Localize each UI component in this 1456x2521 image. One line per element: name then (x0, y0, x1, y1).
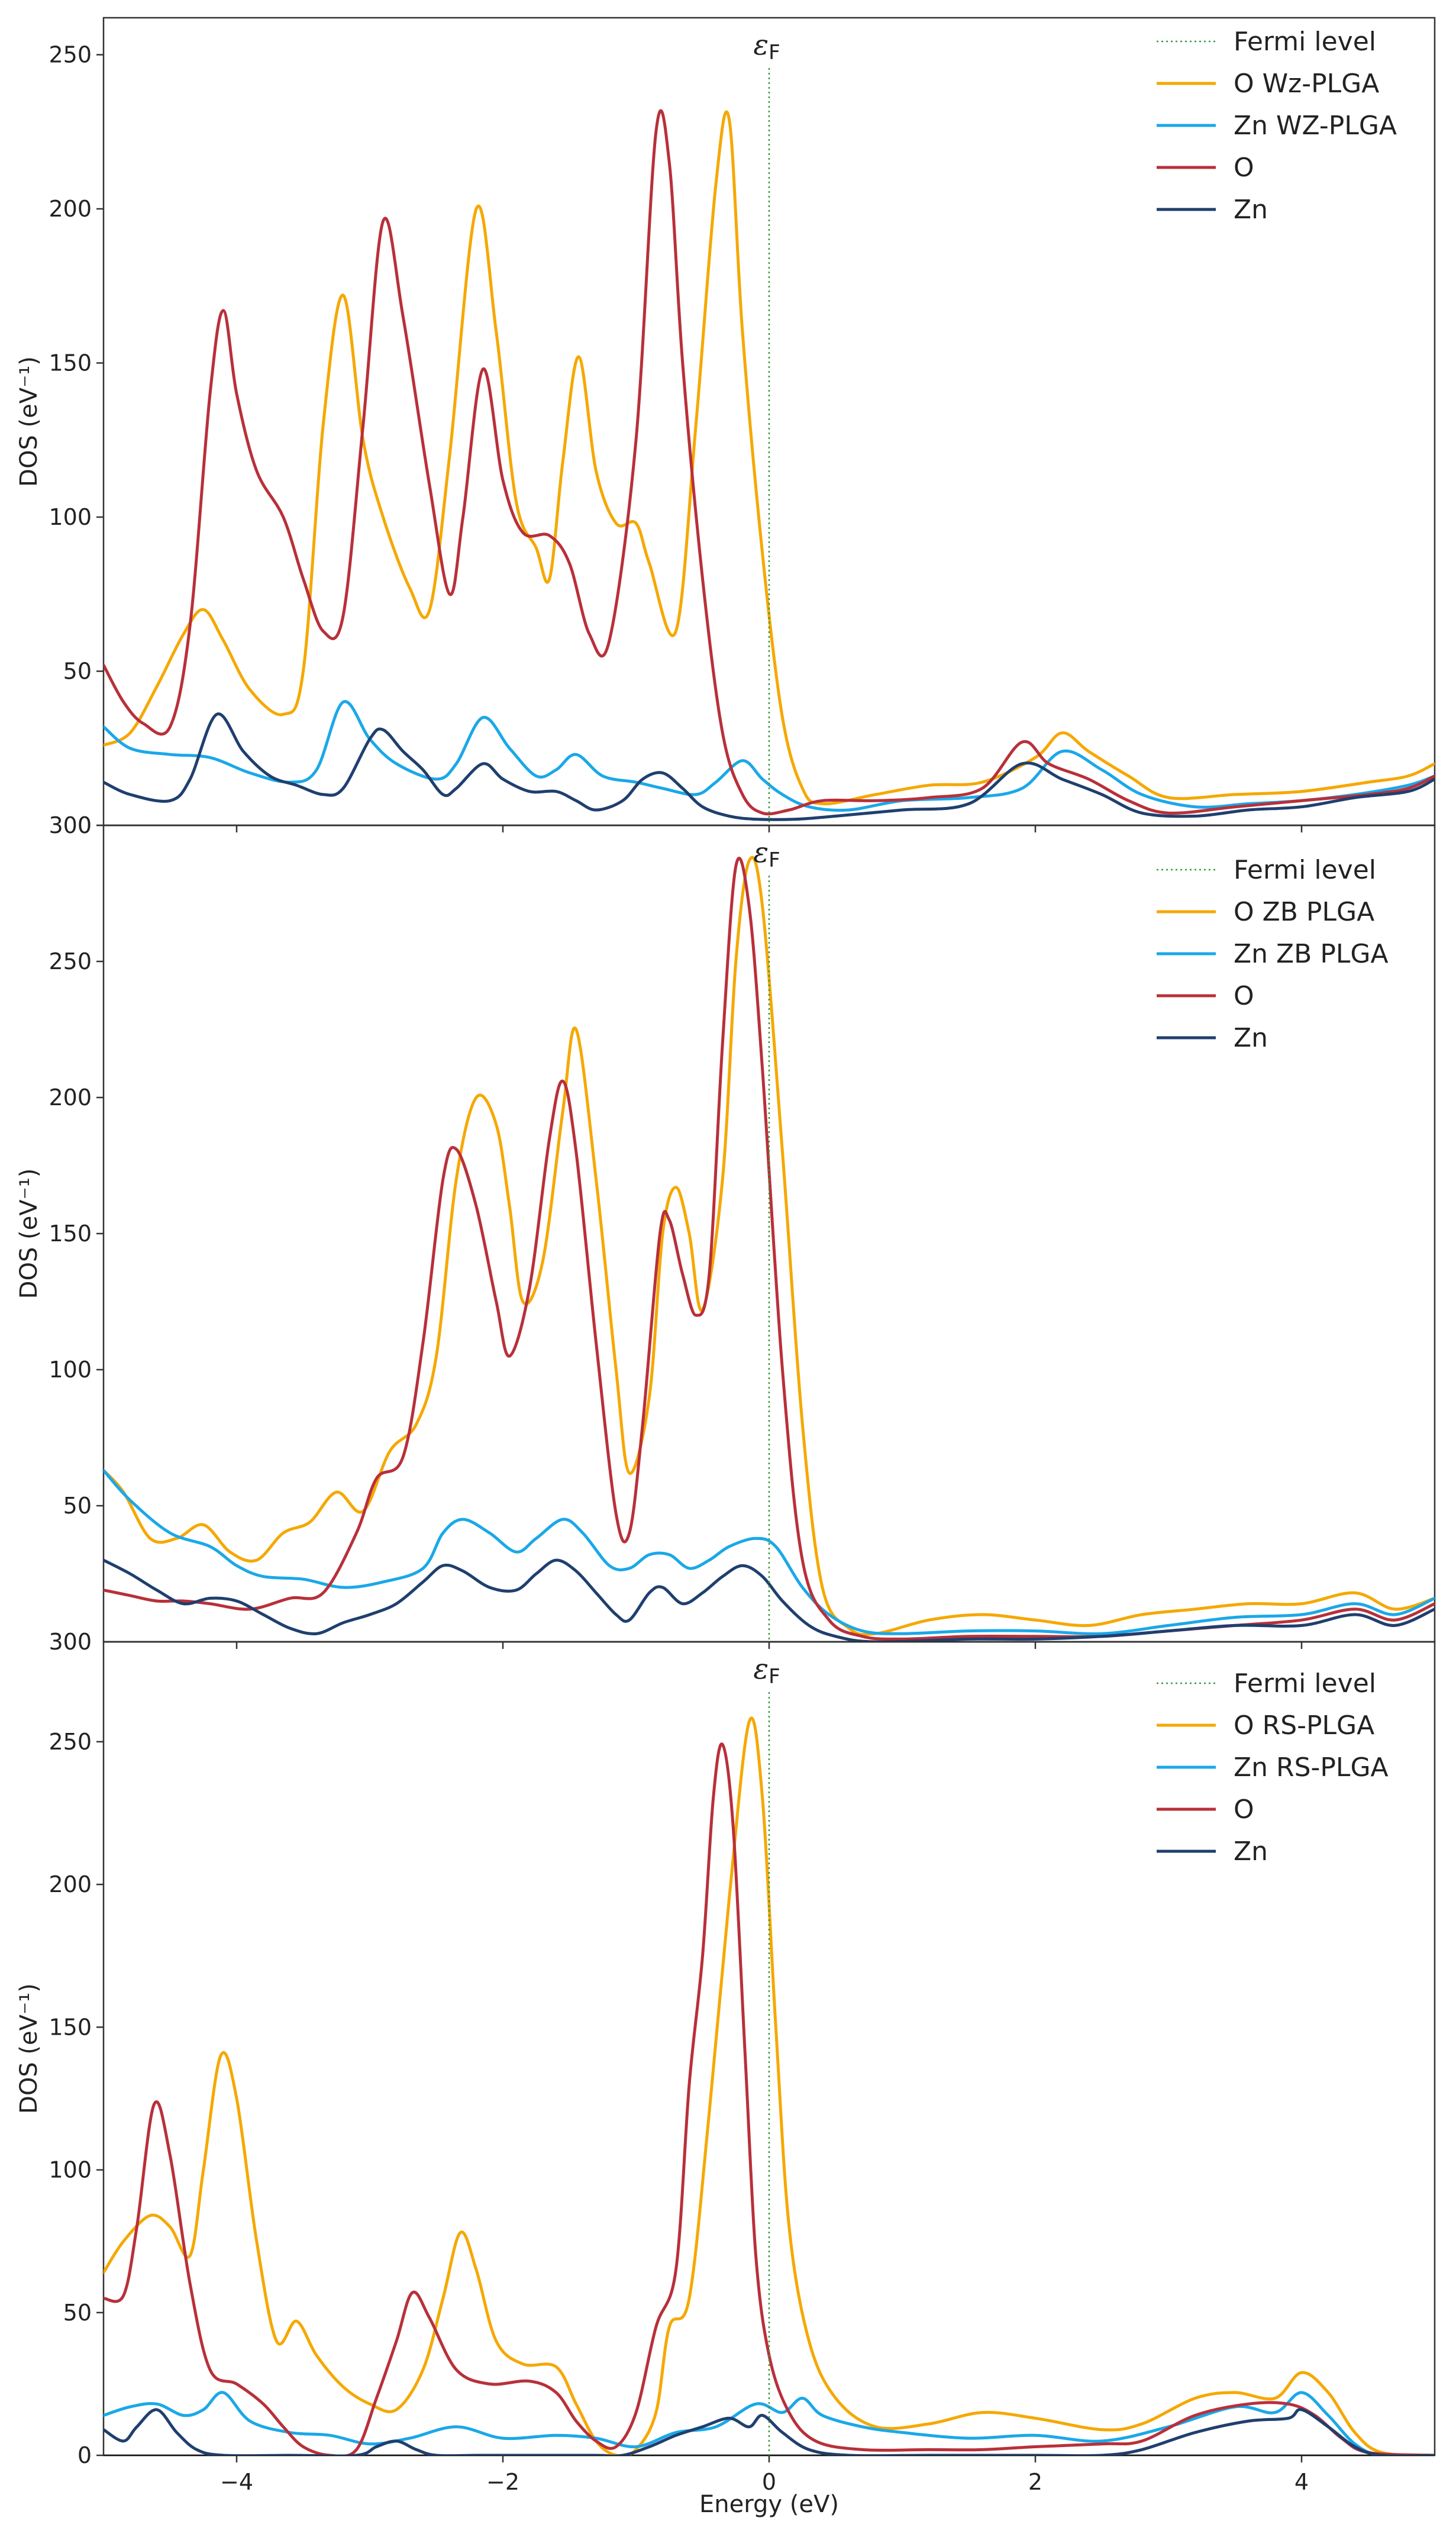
legend: Fermi level O Wz-PLGA Zn WZ-PLGA O Zn (1157, 27, 1397, 225)
y-tick-label: 50 (63, 2300, 92, 2326)
series-line-Zn_plga (104, 1468, 1435, 1635)
legend-label: Fermi level (1234, 855, 1376, 885)
y-tick-label: 150 (49, 2014, 92, 2040)
fermi-symbol: εF (753, 1652, 780, 1689)
series-line-O_plga (104, 110, 1435, 806)
y-tick-label: 50 (63, 1493, 92, 1519)
series-line-Zn (104, 712, 1435, 821)
y-tick-label: 200 (49, 1084, 92, 1111)
legend: Fermi level O RS-PLGA Zn RS-PLGA O Zn (1157, 1668, 1389, 1867)
series-group (104, 109, 1435, 821)
dos-panel-2: 50 100 150 200 250 300 300 DOS (eV⁻¹) εF Fermi le… (15, 812, 1436, 1655)
fermi-symbol: εF (753, 28, 780, 64)
y-tick-label: 100 (49, 504, 92, 530)
dos-panel-3: 0 50 100 150 200 250 −4 −2 0 2 4 DOS (eV⁻¹) εF Fermi … (15, 1641, 1436, 2495)
legend: Fermi level O ZB PLGA Zn ZB PLGA O Zn (1157, 855, 1389, 1053)
y-tick-label: 0 (78, 812, 92, 838)
y-tick-label: 0 (78, 2442, 92, 2468)
series-line-O_plga (104, 856, 1435, 1636)
legend-label: O (1234, 981, 1254, 1011)
y-axis-title: DOS (eV⁻¹) (15, 1168, 43, 1299)
series-group (104, 1716, 1435, 2455)
y-tick-label: 300 (49, 812, 92, 838)
y-tick-label: 150 (49, 1221, 92, 1247)
y-tick-label: 200 (49, 1871, 92, 1897)
legend-label: O Wz-PLGA (1234, 69, 1379, 99)
y-tick-label: 200 (49, 196, 92, 222)
y-tick-label: 50 (63, 659, 92, 685)
legend-label: Zn WZ-PLGA (1234, 111, 1397, 141)
x-tick-label: 2 (1028, 2469, 1042, 2495)
series-line-Zn (104, 1558, 1435, 1642)
y-tick-label: 100 (49, 2157, 92, 2183)
legend-label: Zn RS-PLGA (1234, 1752, 1389, 1783)
series-line-O (104, 109, 1435, 816)
y-tick-label: 250 (49, 42, 92, 68)
legend-label: O ZB PLGA (1234, 897, 1374, 927)
x-tick-label: −2 (486, 2469, 519, 2495)
legend-label: Zn ZB PLGA (1234, 939, 1389, 969)
legend-label: Fermi level (1234, 1668, 1376, 1699)
y-tick-label: 250 (49, 1729, 92, 1755)
legend-label: O (1234, 1794, 1254, 1825)
legend-label: Zn (1234, 195, 1268, 225)
y-tick-label: 300 (49, 1629, 92, 1655)
y-axis-title: DOS (eV⁻¹) (15, 356, 43, 487)
series-group (104, 856, 1435, 1642)
y-tick-label: 150 (49, 350, 92, 376)
legend-label: O RS-PLGA (1234, 1710, 1374, 1741)
x-tick-label: −4 (220, 2469, 253, 2495)
dos-panel-1: 0 50 100 150 200 250 DOS (eV⁻¹) εF Fermi level O … (15, 17, 1436, 838)
legend-label: O (1234, 153, 1254, 183)
legend-label: Zn (1234, 1836, 1268, 1867)
series-line-Zn_plga (104, 700, 1435, 812)
legend-label: Fermi level (1234, 27, 1376, 57)
series-line-Zn (104, 2408, 1435, 2455)
x-tick-label: 4 (1294, 2469, 1309, 2495)
x-tick-label: 0 (762, 2469, 776, 2495)
legend-label: Zn (1234, 1023, 1268, 1053)
x-axis-title: Energy (eV) (699, 2491, 839, 2518)
series-line-O (104, 857, 1435, 1641)
y-tick-label: 100 (49, 1357, 92, 1383)
series-line-O_plga (104, 1716, 1435, 2455)
fermi-symbol: εF (753, 836, 780, 872)
y-tick-label: 250 (49, 948, 92, 974)
series-line-O (104, 1742, 1435, 2455)
y-axis-title: DOS (eV⁻¹) (15, 1983, 43, 2114)
